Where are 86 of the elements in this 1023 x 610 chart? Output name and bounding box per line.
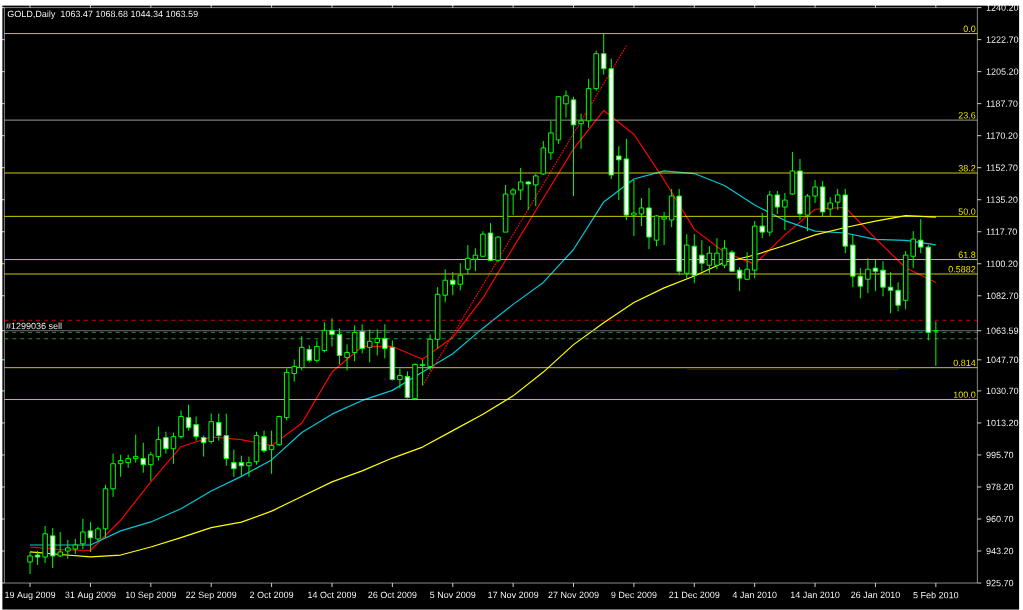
candlestick: [419, 359, 426, 386]
candlestick: [404, 371, 411, 400]
candlestick: [170, 432, 177, 465]
y-tick-label: 1205.20: [986, 68, 1019, 75]
y-tick-label: 1187.70: [986, 100, 1018, 107]
candlestick: [563, 90, 569, 119]
annotation: 0.0: [963, 25, 976, 33]
y-tick-label: 978.20: [986, 483, 1014, 491]
candlestick: [495, 235, 501, 263]
candlestick: [887, 271, 894, 314]
candlestick: [714, 237, 720, 270]
y-tick-label: 925.70: [986, 579, 1014, 587]
candlestick: [261, 430, 267, 454]
x-tick-label: 31 Aug 2009: [65, 591, 116, 600]
candlestick: [661, 211, 667, 246]
y-tick-label: 943.20: [986, 547, 1014, 555]
x-tick-label: 17 Nov 2009: [488, 591, 539, 599]
candlestick: [638, 197, 645, 227]
candlestick: [246, 456, 252, 478]
y-tick-label: 1013.20: [986, 419, 1019, 427]
candlestick: [87, 521, 94, 553]
x-tick-label: 26 Oct 2009: [368, 591, 417, 599]
x-tick-label: 5 Feb 2010: [913, 591, 959, 599]
candlestick: [789, 151, 796, 196]
y-tick-label: 1030.70: [986, 387, 1019, 395]
y-tick-label: 1135.20: [986, 196, 1018, 203]
annotation: 38.2: [958, 165, 976, 172]
candlestick: [880, 260, 886, 297]
y-tick-label: 995.70: [986, 451, 1014, 459]
x-tick-label: 27 Nov 2009: [548, 591, 599, 599]
candlestick: [397, 367, 403, 390]
x-tick-label: 14 Jan 2010: [790, 591, 840, 599]
candlestick: [27, 551, 33, 575]
candlestick: [895, 281, 901, 312]
candlestick: [193, 416, 199, 442]
y-tick-label: 1170.20: [986, 132, 1018, 139]
y-tick-label: 1082.70: [986, 292, 1019, 300]
annotation: 23.6: [958, 112, 976, 119]
annotation: 0.5882: [948, 266, 976, 273]
candlestick: [872, 259, 879, 292]
y-tick-label: 1117.70: [986, 228, 1017, 235]
x-tick-label: 21 Dec 2009: [669, 591, 720, 599]
candlestick: [268, 430, 275, 475]
chart-subtitle: 1063.47 1068.68 1044.34 1063.59: [61, 10, 198, 18]
candlestick: [80, 518, 86, 550]
x-tick-label: 4 Jan 2010: [732, 591, 777, 599]
candlestick: [548, 120, 554, 161]
x-tick-label: 26 Jan 2010: [851, 591, 900, 599]
y-tick-label: 1152.70: [986, 164, 1018, 171]
x-tick-label: 14 Oct 2009: [308, 591, 357, 599]
x-tick-label: 10 Sep 2009: [125, 591, 176, 600]
candlestick: [480, 230, 486, 258]
candlestick: [163, 431, 169, 455]
candlestick: [344, 344, 350, 371]
annotation: 0.814: [953, 359, 976, 367]
annotation: 50.0: [958, 208, 976, 215]
y-tick-label: 1047.70: [986, 356, 1019, 364]
annotation: #1299036 sell: [6, 322, 62, 330]
y-tick-label: 1222.70: [986, 36, 1019, 43]
candlestick: [336, 327, 343, 365]
candlestick: [578, 113, 584, 150]
candlestick: [321, 321, 328, 354]
y-tick-label: 960.70: [986, 515, 1014, 523]
x-tick-label: 9 Dec 2009: [611, 591, 657, 599]
x-tick-label: 22 Sep 2009: [186, 591, 237, 600]
candlestick: [631, 179, 637, 237]
chart-title: GOLD,Daily: [7, 10, 56, 19]
candlestick: [185, 404, 192, 432]
x-tick-label: 2 Oct 2009: [250, 591, 294, 599]
candlestick: [314, 339, 320, 363]
x-tick-label: 5 Nov 2009: [430, 591, 476, 599]
candlestick: [533, 173, 539, 207]
y-tick-label: 1100.20: [986, 260, 1018, 267]
candlestick: [933, 320, 939, 367]
candlestick: [804, 193, 811, 232]
y-tick-label: 1240.20: [986, 4, 1019, 11]
x-tick-label: 19 Aug 2009: [5, 591, 56, 600]
annotation: 100.0: [953, 391, 976, 398]
candlestick: [865, 257, 871, 294]
annotation: 61.8: [958, 251, 976, 259]
candlestick: [721, 239, 728, 269]
candlestick: [812, 179, 818, 204]
candlestick: [329, 317, 335, 348]
y-tick-label: 1063.59: [986, 327, 1019, 334]
candlestick: [782, 192, 788, 231]
candlestick: [178, 410, 184, 440]
